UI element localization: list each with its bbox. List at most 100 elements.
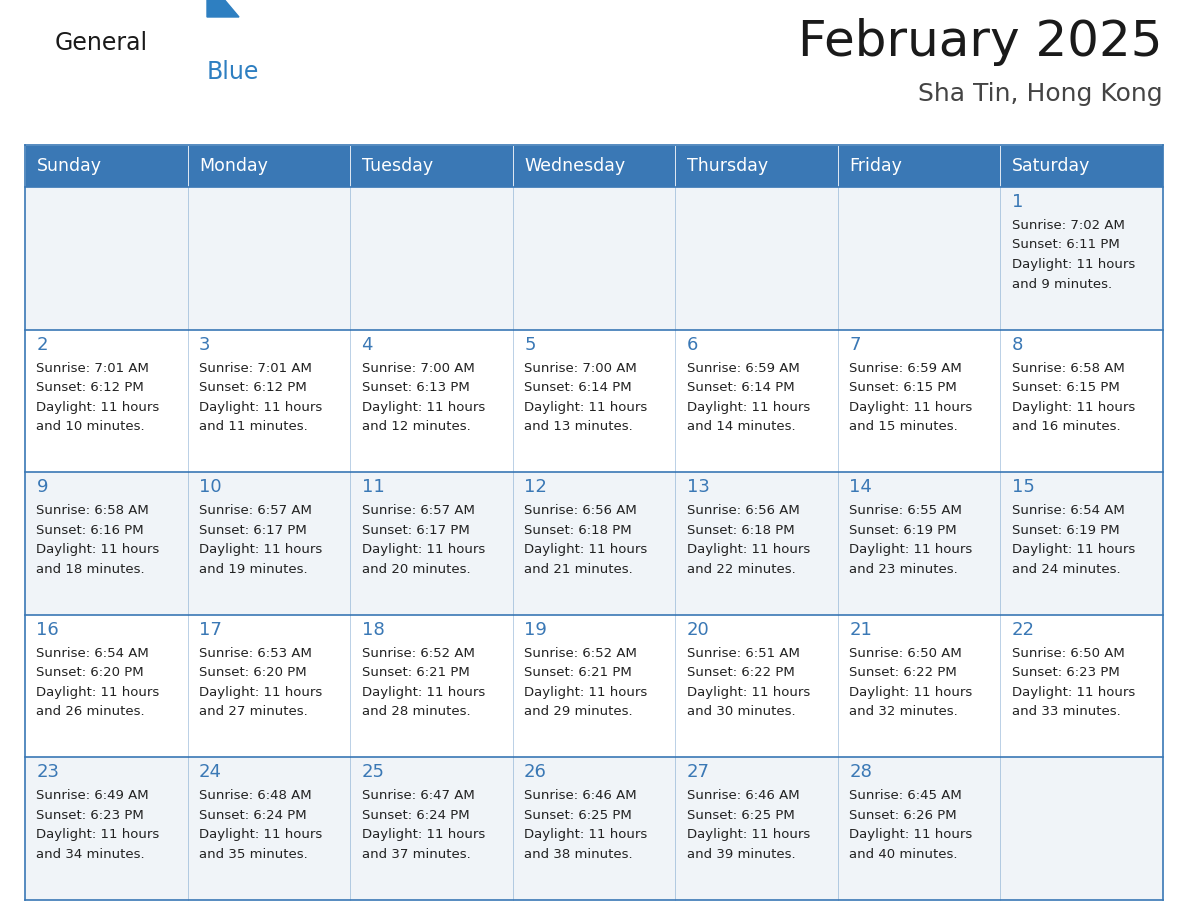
Text: 20: 20 xyxy=(687,621,709,639)
Text: 15: 15 xyxy=(1012,478,1035,497)
Text: Wednesday: Wednesday xyxy=(524,157,625,175)
Text: 22: 22 xyxy=(1012,621,1035,639)
Text: Blue: Blue xyxy=(207,60,259,84)
Text: 9: 9 xyxy=(37,478,48,497)
Text: Daylight: 11 hours: Daylight: 11 hours xyxy=(1012,686,1135,699)
Text: Sunrise: 6:56 AM: Sunrise: 6:56 AM xyxy=(687,504,800,517)
Text: Sunset: 6:12 PM: Sunset: 6:12 PM xyxy=(37,381,144,394)
Text: Sunrise: 6:59 AM: Sunrise: 6:59 AM xyxy=(849,362,962,375)
Text: and 14 minutes.: and 14 minutes. xyxy=(687,420,795,433)
Text: Daylight: 11 hours: Daylight: 11 hours xyxy=(198,400,322,414)
Text: and 26 minutes.: and 26 minutes. xyxy=(37,705,145,718)
Text: and 30 minutes.: and 30 minutes. xyxy=(687,705,795,718)
Text: Sunrise: 6:47 AM: Sunrise: 6:47 AM xyxy=(361,789,474,802)
Text: 12: 12 xyxy=(524,478,546,497)
Text: Sunrise: 6:58 AM: Sunrise: 6:58 AM xyxy=(1012,362,1125,375)
Text: and 18 minutes.: and 18 minutes. xyxy=(37,563,145,576)
Text: and 24 minutes.: and 24 minutes. xyxy=(1012,563,1120,576)
Text: 28: 28 xyxy=(849,764,872,781)
Text: Sunset: 6:14 PM: Sunset: 6:14 PM xyxy=(524,381,632,394)
Text: Sunrise: 6:49 AM: Sunrise: 6:49 AM xyxy=(37,789,148,802)
Text: Sunrise: 6:53 AM: Sunrise: 6:53 AM xyxy=(198,647,311,660)
Text: Daylight: 11 hours: Daylight: 11 hours xyxy=(1012,258,1135,271)
Text: Sunset: 6:24 PM: Sunset: 6:24 PM xyxy=(361,809,469,822)
Text: Sunset: 6:15 PM: Sunset: 6:15 PM xyxy=(849,381,958,394)
Text: and 13 minutes.: and 13 minutes. xyxy=(524,420,633,433)
Text: Sunset: 6:17 PM: Sunset: 6:17 PM xyxy=(198,523,307,537)
Bar xyxy=(188,145,350,187)
Text: 19: 19 xyxy=(524,621,546,639)
Text: Sunrise: 6:48 AM: Sunrise: 6:48 AM xyxy=(198,789,311,802)
Bar xyxy=(513,145,675,187)
Text: 25: 25 xyxy=(361,764,385,781)
Text: and 15 minutes.: and 15 minutes. xyxy=(849,420,958,433)
Text: 14: 14 xyxy=(849,478,872,497)
Text: and 38 minutes.: and 38 minutes. xyxy=(524,848,633,861)
Text: 21: 21 xyxy=(849,621,872,639)
Text: Sunrise: 6:50 AM: Sunrise: 6:50 AM xyxy=(849,647,962,660)
Text: 2: 2 xyxy=(37,336,48,353)
Text: and 40 minutes.: and 40 minutes. xyxy=(849,848,958,861)
Text: General: General xyxy=(55,31,148,55)
Text: 26: 26 xyxy=(524,764,546,781)
Text: Sunrise: 6:50 AM: Sunrise: 6:50 AM xyxy=(1012,647,1125,660)
Text: and 37 minutes.: and 37 minutes. xyxy=(361,848,470,861)
Text: Sunrise: 7:00 AM: Sunrise: 7:00 AM xyxy=(361,362,474,375)
Text: Daylight: 11 hours: Daylight: 11 hours xyxy=(37,828,159,842)
Text: and 34 minutes.: and 34 minutes. xyxy=(37,848,145,861)
Polygon shape xyxy=(207,0,239,17)
Bar xyxy=(25,187,1163,330)
Text: 3: 3 xyxy=(198,336,210,353)
Text: and 33 minutes.: and 33 minutes. xyxy=(1012,705,1120,718)
Text: Sunrise: 7:02 AM: Sunrise: 7:02 AM xyxy=(1012,219,1125,232)
Text: Sunrise: 6:57 AM: Sunrise: 6:57 AM xyxy=(198,504,311,517)
Text: Sunrise: 7:01 AM: Sunrise: 7:01 AM xyxy=(37,362,150,375)
Text: Daylight: 11 hours: Daylight: 11 hours xyxy=(524,400,647,414)
Text: Sunrise: 6:52 AM: Sunrise: 6:52 AM xyxy=(361,647,474,660)
Text: 11: 11 xyxy=(361,478,384,497)
Text: 6: 6 xyxy=(687,336,699,353)
Text: Daylight: 11 hours: Daylight: 11 hours xyxy=(524,828,647,842)
Text: Sunset: 6:25 PM: Sunset: 6:25 PM xyxy=(687,809,795,822)
Text: and 39 minutes.: and 39 minutes. xyxy=(687,848,795,861)
Text: Daylight: 11 hours: Daylight: 11 hours xyxy=(1012,543,1135,556)
Text: and 21 minutes.: and 21 minutes. xyxy=(524,563,633,576)
Text: and 11 minutes.: and 11 minutes. xyxy=(198,420,308,433)
Text: 4: 4 xyxy=(361,336,373,353)
Text: 10: 10 xyxy=(198,478,222,497)
Text: Sunrise: 6:54 AM: Sunrise: 6:54 AM xyxy=(37,647,150,660)
Text: Daylight: 11 hours: Daylight: 11 hours xyxy=(361,686,485,699)
Text: 16: 16 xyxy=(37,621,59,639)
Text: Sunset: 6:15 PM: Sunset: 6:15 PM xyxy=(1012,381,1119,394)
Text: Saturday: Saturday xyxy=(1012,157,1091,175)
Text: Sunset: 6:19 PM: Sunset: 6:19 PM xyxy=(849,523,956,537)
Text: Sunrise: 6:58 AM: Sunrise: 6:58 AM xyxy=(37,504,150,517)
Text: 5: 5 xyxy=(524,336,536,353)
Text: Sunset: 6:17 PM: Sunset: 6:17 PM xyxy=(361,523,469,537)
Text: Sunset: 6:20 PM: Sunset: 6:20 PM xyxy=(198,666,307,679)
Text: Sunset: 6:23 PM: Sunset: 6:23 PM xyxy=(1012,666,1119,679)
Text: Sunset: 6:14 PM: Sunset: 6:14 PM xyxy=(687,381,795,394)
Text: Daylight: 11 hours: Daylight: 11 hours xyxy=(687,828,810,842)
Text: Sunrise: 6:55 AM: Sunrise: 6:55 AM xyxy=(849,504,962,517)
Text: Daylight: 11 hours: Daylight: 11 hours xyxy=(37,400,159,414)
Text: Sunrise: 7:00 AM: Sunrise: 7:00 AM xyxy=(524,362,637,375)
Text: Daylight: 11 hours: Daylight: 11 hours xyxy=(361,400,485,414)
Text: Sunset: 6:11 PM: Sunset: 6:11 PM xyxy=(1012,239,1119,252)
Bar xyxy=(25,330,1163,472)
Text: 18: 18 xyxy=(361,621,384,639)
Text: Sunrise: 6:56 AM: Sunrise: 6:56 AM xyxy=(524,504,637,517)
Text: and 29 minutes.: and 29 minutes. xyxy=(524,705,633,718)
Text: Daylight: 11 hours: Daylight: 11 hours xyxy=(361,543,485,556)
Text: Sunrise: 6:45 AM: Sunrise: 6:45 AM xyxy=(849,789,962,802)
Text: and 35 minutes.: and 35 minutes. xyxy=(198,848,308,861)
Text: and 28 minutes.: and 28 minutes. xyxy=(361,705,470,718)
Text: Daylight: 11 hours: Daylight: 11 hours xyxy=(198,686,322,699)
Text: and 16 minutes.: and 16 minutes. xyxy=(1012,420,1120,433)
Bar xyxy=(25,615,1163,757)
Text: Daylight: 11 hours: Daylight: 11 hours xyxy=(1012,400,1135,414)
Text: Daylight: 11 hours: Daylight: 11 hours xyxy=(524,686,647,699)
Text: Sunrise: 6:52 AM: Sunrise: 6:52 AM xyxy=(524,647,637,660)
Text: and 22 minutes.: and 22 minutes. xyxy=(687,563,796,576)
Text: and 10 minutes.: and 10 minutes. xyxy=(37,420,145,433)
